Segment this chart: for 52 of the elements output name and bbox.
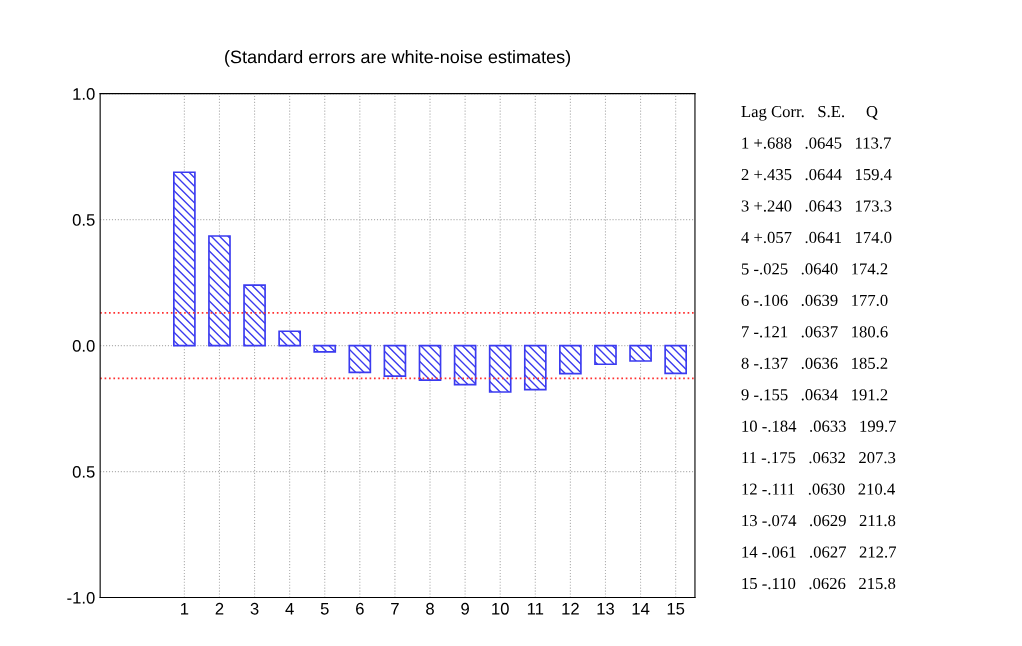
- x-tick-label: 14: [632, 603, 650, 615]
- bar: [523, 344, 547, 391]
- text: 6 -.106 .0639 177.0: [741, 294, 888, 307]
- bar: [278, 330, 302, 347]
- text: 14 -.061 .0627 212.7: [742, 546, 897, 558]
- text: 8 -.137 .0636 185.2: [741, 357, 888, 369]
- x-tick-label: 7: [391, 603, 399, 615]
- text: 1 +.688 .0645 113.7: [742, 137, 891, 149]
- x-tick-label: 6: [356, 602, 364, 615]
- text: 12 -.111 .0630 210.4: [742, 483, 895, 495]
- x-tick-label: 5: [320, 603, 329, 615]
- bar: [629, 344, 652, 362]
- y-tick-label: -1.0: [67, 591, 95, 604]
- text: 11 -.175 .0632 207.3: [742, 452, 896, 464]
- x-tick-label: 13: [597, 602, 615, 615]
- bar: [313, 344, 337, 353]
- x-tick-label: 12: [562, 602, 579, 615]
- bar: [594, 344, 617, 366]
- y-tick-label: 1.0: [73, 88, 95, 100]
- text: 10 -.184 .0633 199.7: [742, 420, 897, 432]
- x-tick-label: 15: [667, 603, 685, 615]
- text: 4 +.057 .0641 174.0: [741, 231, 892, 244]
- bar: [208, 235, 231, 347]
- text: 2 +.435 .0644 159.4: [741, 168, 892, 181]
- bar: [418, 344, 442, 381]
- bar: [348, 344, 372, 374]
- bar: [243, 284, 266, 347]
- text: 3 +.240 .0643 173.3: [741, 200, 892, 212]
- y-tick-label: 0.0: [72, 340, 95, 352]
- x-tick-label: 2: [215, 602, 224, 615]
- x-tick-label: 1: [181, 603, 189, 615]
- text: Lag Corr. S.E. Q: [741, 105, 878, 121]
- x-tick-label: 8: [426, 602, 434, 615]
- y-tick-label: 0.5: [72, 465, 95, 478]
- bar: [453, 344, 477, 386]
- x-tick-label: 9: [461, 602, 469, 615]
- chart-title: (Standard errors are white-noise estimates): [225, 50, 571, 67]
- x-tick-label: 3: [250, 602, 259, 615]
- bar: [173, 171, 196, 347]
- bar: [383, 344, 407, 377]
- text: 15 -.110 .0626 215.8: [742, 577, 896, 590]
- y-tick-label: 0.5: [72, 214, 95, 226]
- bar: [559, 344, 582, 375]
- text: 7 -.121 .0637 180.6: [742, 326, 888, 338]
- x-tick-label: 4: [285, 603, 294, 615]
- x-tick-label: 10: [492, 602, 509, 615]
- text: 13 -.074 .0629 211.8: [742, 514, 896, 527]
- text: 9 -.155 .0634 191.2: [741, 389, 888, 401]
- text: 5 -.025 .0640 174.2: [741, 263, 888, 275]
- bar: [664, 344, 688, 375]
- bar: [488, 344, 512, 393]
- x-tick-label: 11: [527, 603, 544, 615]
